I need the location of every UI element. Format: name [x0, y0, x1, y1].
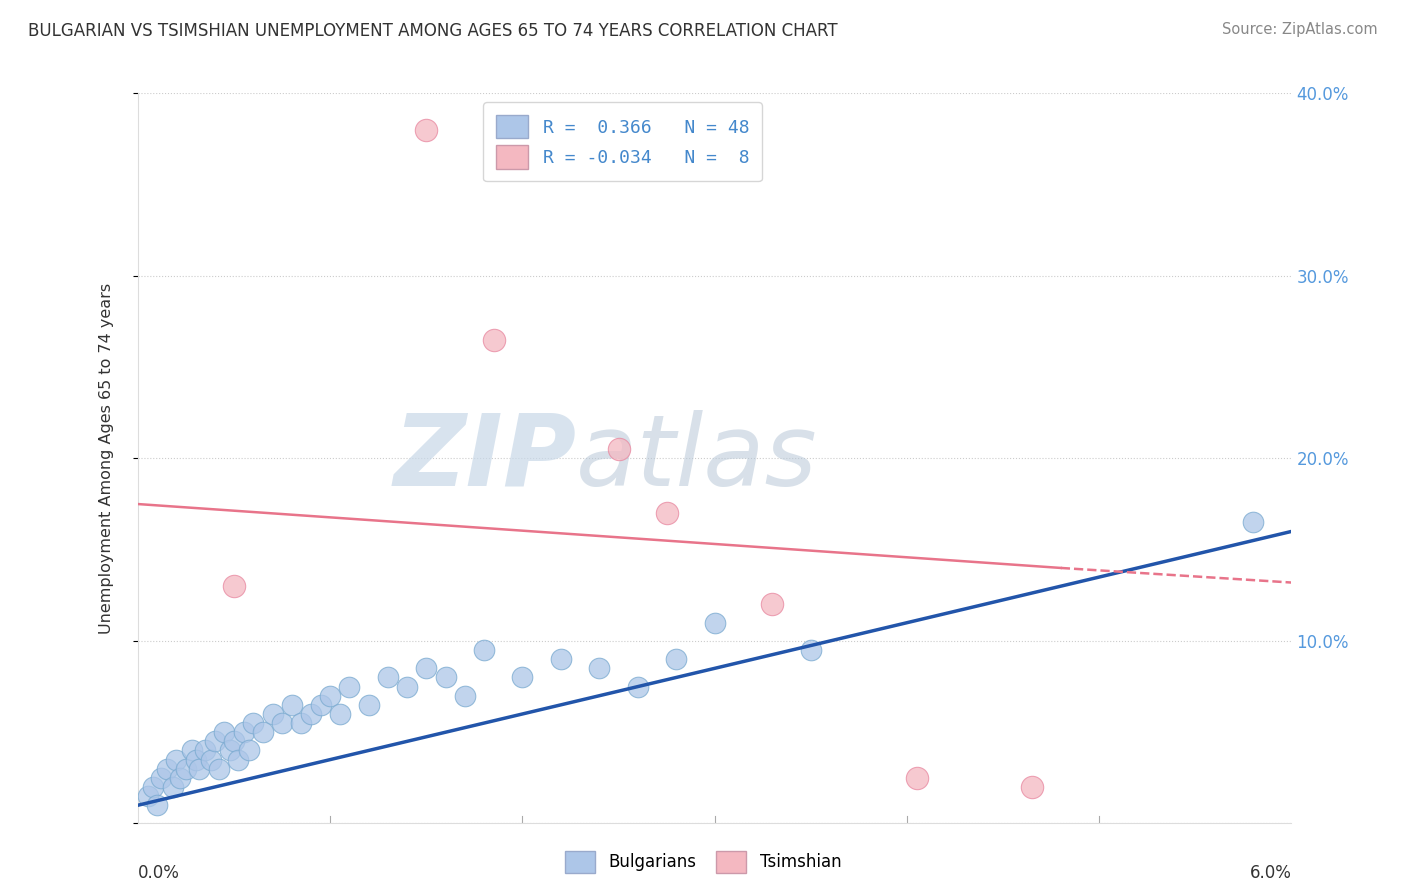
Point [299, 706, 322, 721]
Point [703, 615, 725, 630]
Point [761, 598, 783, 612]
Text: ZIP: ZIP [394, 410, 576, 507]
Point [472, 643, 495, 657]
Text: BULGARIAN VS TSIMSHIAN UNEMPLOYMENT AMONG AGES 65 TO 74 YEARS CORRELATION CHART: BULGARIAN VS TSIMSHIAN UNEMPLOYMENT AMON… [28, 22, 838, 40]
Point [219, 743, 242, 757]
Point [169, 771, 191, 785]
Point [136, 789, 159, 803]
Point [415, 123, 437, 137]
Point [165, 753, 187, 767]
Point [434, 670, 457, 684]
Point [396, 680, 419, 694]
Point [214, 725, 236, 739]
Point [329, 706, 352, 721]
Point [512, 670, 534, 684]
Point [200, 753, 222, 767]
Point [150, 771, 173, 785]
Point [482, 333, 505, 347]
Text: 0.0%: 0.0% [138, 863, 180, 881]
Point [607, 442, 630, 457]
Point [204, 734, 226, 748]
Point [188, 762, 211, 776]
Text: atlas: atlas [576, 410, 818, 507]
Point [800, 643, 823, 657]
Point [184, 753, 207, 767]
Point [156, 762, 179, 776]
Point [357, 698, 380, 712]
Point [142, 780, 165, 794]
Y-axis label: Unemployment Among Ages 65 to 74 years: Unemployment Among Ages 65 to 74 years [100, 283, 114, 634]
Point [252, 725, 274, 739]
Point [194, 743, 217, 757]
Point [222, 734, 245, 748]
Point [550, 652, 572, 666]
Point [262, 706, 284, 721]
Point [665, 652, 688, 666]
Point [415, 661, 437, 675]
Point [339, 680, 361, 694]
Point [271, 716, 294, 731]
Point [309, 698, 332, 712]
Point [1021, 780, 1043, 794]
Point [222, 579, 245, 593]
Point [1241, 516, 1264, 530]
Point [655, 506, 678, 520]
Legend: R =  0.366   N = 48, R = -0.034   N =  8: R = 0.366 N = 48, R = -0.034 N = 8 [484, 103, 762, 181]
Point [627, 680, 650, 694]
Point [242, 716, 264, 731]
Point [588, 661, 610, 675]
Point [162, 780, 184, 794]
Point [226, 753, 249, 767]
Point [377, 670, 399, 684]
Point [180, 743, 202, 757]
Point [232, 725, 254, 739]
Point [290, 716, 312, 731]
Point [281, 698, 304, 712]
Point [905, 771, 928, 785]
Point [319, 689, 342, 703]
Legend: Bulgarians, Tsimshian: Bulgarians, Tsimshian [558, 845, 848, 880]
Point [238, 743, 260, 757]
Text: Source: ZipAtlas.com: Source: ZipAtlas.com [1222, 22, 1378, 37]
Point [174, 762, 197, 776]
Point [208, 762, 231, 776]
Point [146, 798, 169, 813]
Text: 6.0%: 6.0% [1250, 863, 1292, 881]
Point [454, 689, 477, 703]
